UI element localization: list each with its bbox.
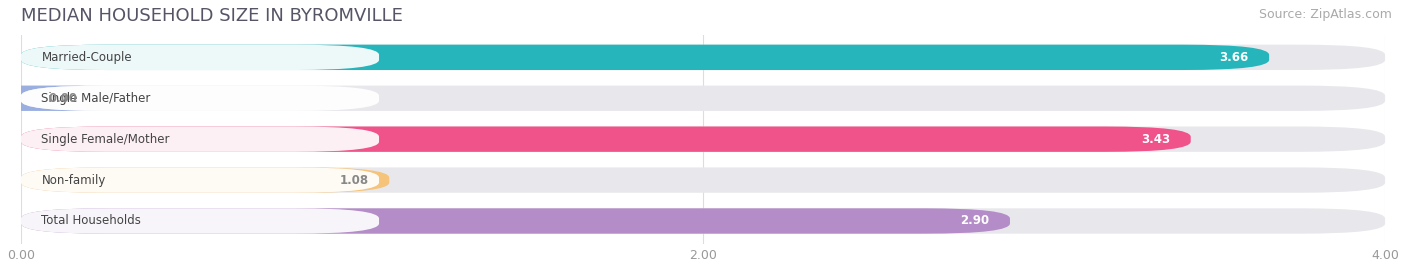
Text: 3.66: 3.66	[1219, 51, 1249, 64]
FancyBboxPatch shape	[21, 86, 1385, 111]
FancyBboxPatch shape	[21, 208, 1385, 234]
Text: Total Households: Total Households	[41, 214, 141, 228]
Text: 1.08: 1.08	[340, 174, 368, 187]
FancyBboxPatch shape	[21, 167, 389, 193]
Text: MEDIAN HOUSEHOLD SIZE IN BYROMVILLE: MEDIAN HOUSEHOLD SIZE IN BYROMVILLE	[21, 7, 404, 25]
Text: Single Female/Mother: Single Female/Mother	[41, 133, 170, 146]
Text: 2.90: 2.90	[960, 214, 990, 228]
Text: Single Male/Father: Single Male/Father	[41, 92, 150, 105]
FancyBboxPatch shape	[21, 208, 1010, 234]
FancyBboxPatch shape	[21, 126, 380, 152]
FancyBboxPatch shape	[21, 45, 380, 70]
FancyBboxPatch shape	[21, 45, 1270, 70]
FancyBboxPatch shape	[21, 167, 1385, 193]
FancyBboxPatch shape	[21, 167, 380, 193]
Text: 3.43: 3.43	[1142, 133, 1170, 146]
FancyBboxPatch shape	[21, 126, 1191, 152]
FancyBboxPatch shape	[21, 45, 1385, 70]
Text: Source: ZipAtlas.com: Source: ZipAtlas.com	[1258, 8, 1392, 21]
Text: Married-Couple: Married-Couple	[41, 51, 132, 64]
Text: Non-family: Non-family	[41, 174, 105, 187]
FancyBboxPatch shape	[0, 86, 107, 111]
Text: 0.00: 0.00	[49, 92, 77, 105]
FancyBboxPatch shape	[21, 126, 1385, 152]
FancyBboxPatch shape	[21, 208, 380, 234]
FancyBboxPatch shape	[21, 86, 380, 111]
